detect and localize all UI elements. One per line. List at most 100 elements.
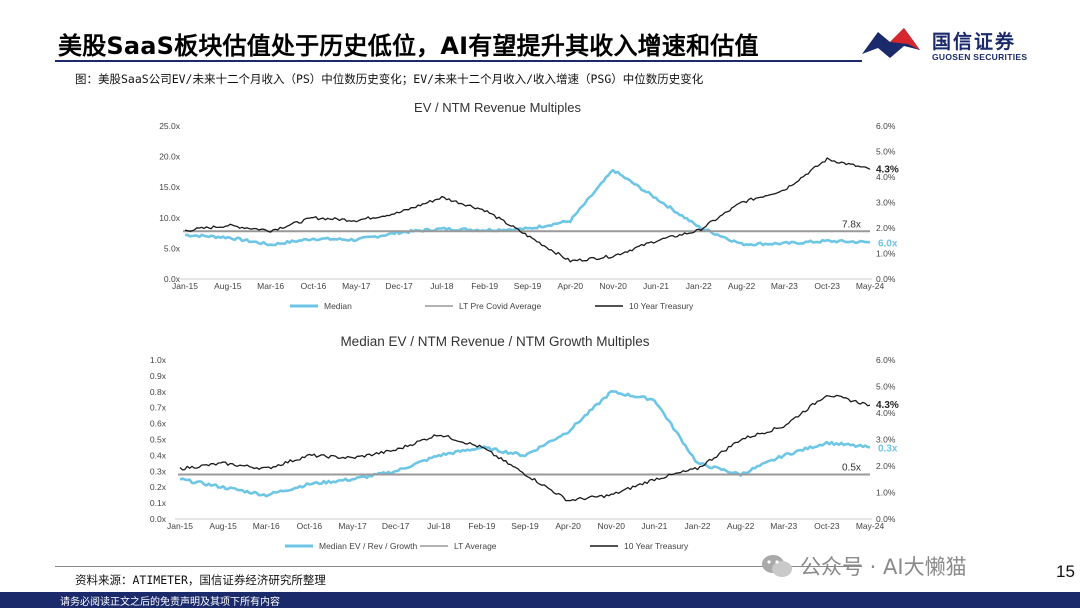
y-right-tick-label: 3.0% [876,198,896,208]
title-rule [55,60,862,62]
x-tick-label: Apr-20 [558,281,584,291]
chart-title: Median EV / NTM Revenue / NTM Growth Mul… [340,334,649,349]
x-tick-label: Feb-19 [468,521,495,531]
x-tick-label: Jun-21 [643,281,669,291]
wechat-icon [762,555,792,577]
x-tick-label: Sep-19 [511,521,539,531]
annotation-treasury: 4.3% [876,400,899,411]
x-tick-label: May-24 [856,521,885,531]
slide-title: 美股SaaS板块估值处于历史低位，AI有望提升其收入增速和估值 [58,32,759,60]
x-tick-label: Oct-16 [301,281,327,291]
legend-label: LT Average [454,541,497,551]
x-tick-label: Jun-21 [641,521,667,531]
page-number: 15 [1056,562,1075,581]
y-right-tick-label: 1.0% [876,249,896,259]
annotation-treasury: 4.3% [876,164,899,175]
source-rule [55,566,862,567]
y-right-tick-label: 6.0% [876,121,896,131]
y-right-tick-label: 0.0% [876,514,896,524]
x-tick-label: Feb-19 [471,281,498,291]
y-right-tick-label: 2.0% [876,461,896,471]
chart-ev-ntm-growth: Median EV / NTM Revenue / NTM Growth Mul… [150,334,899,551]
legend-label: 10 Year Treasury [624,541,689,551]
y-right-tick-label: 3.0% [876,435,896,445]
x-tick-label: Aug-22 [728,281,756,291]
x-tick-label: Sep-19 [514,281,542,291]
x-tick-label: Oct-23 [814,281,840,291]
series-line [184,168,871,247]
y-right-tick-label: 1.0% [876,488,896,498]
x-tick-label: Mar-23 [770,521,797,531]
chart-title: EV / NTM Revenue Multiples [414,100,581,115]
y-left-tick-label: 15.0x [159,182,181,192]
x-tick-label: Mar-23 [771,281,798,291]
x-tick-label: May-17 [342,281,371,291]
series-line [184,157,871,263]
y-right-tick-label: 4.0% [876,172,896,182]
logo-name: 国信证券 [932,31,1017,53]
annotation-reference: 0.5x [842,462,861,473]
x-tick-label: Oct-16 [297,521,323,531]
x-tick-label: May-24 [856,281,885,291]
y-left-tick-label: 20.0x [159,152,181,162]
x-tick-label: Dec-17 [385,281,413,291]
legend-label: Median [324,301,352,311]
figure-caption: 图：美股SaaS公司EV/未来十二个月收入（PS）中位数历史变化；EV/未来十二… [75,72,704,86]
y-left-tick-label: 1.0x [150,355,167,365]
x-tick-label: Aug-15 [214,281,242,291]
x-tick-label: Aug-15 [209,521,237,531]
x-tick-label: Jul-18 [430,281,453,291]
x-tick-label: Oct-23 [814,521,840,531]
y-left-tick-label: 0.5x [150,435,167,445]
legend-label: 10 Year Treasury [629,301,694,311]
y-left-tick-label: 10.0x [159,213,181,223]
y-right-tick-label: 6.0% [876,355,896,365]
annotation-reference: 7.8x [842,219,861,230]
x-tick-label: Mar-16 [257,281,284,291]
y-left-tick-label: 0.3x [150,466,167,476]
y-left-tick-label: 0.6x [150,419,167,429]
y-right-tick-label: 5.0% [876,382,896,392]
x-tick-label: Mar-16 [253,521,280,531]
y-right-tick-label: 0.0% [876,274,896,284]
annotation-median: 0.3x [878,443,898,454]
y-right-tick-label: 5.0% [876,147,896,157]
y-left-tick-label: 0.0x [150,514,167,524]
series-line [179,394,871,502]
x-tick-label: Jan-22 [686,281,712,291]
footer-bar: 请务必阅读正文之后的免责声明及其项下所有内容 [0,592,1080,608]
x-tick-label: Jan-15 [172,281,198,291]
x-tick-label: Jul-18 [427,521,450,531]
y-right-tick-label: 2.0% [876,223,896,233]
source-note: 资料来源：ATIMETER，国信证券经济研究所整理 [75,573,326,587]
logo-english: GUOSEN SECURITIES [932,52,1028,62]
guosen-logo: 国信证券 GUOSEN SECURITIES [860,24,1060,68]
x-tick-label: Aug-22 [727,521,755,531]
x-tick-label: Apr-20 [555,521,581,531]
y-left-tick-label: 0.8x [150,387,167,397]
x-tick-label: Jan-22 [685,521,711,531]
annotation-median: 6.0x [878,238,898,249]
watermark: 公众号 · AI大懒猫 [760,552,1050,580]
x-tick-label: Dec-17 [382,521,410,531]
y-left-tick-label: 0.9x [150,371,167,381]
chart-ev-ntm-revenue: EV / NTM Revenue Multiples 0.0x 5.0x 10.0x 1… [159,100,899,311]
y-left-tick-label: 0.1x [150,498,167,508]
y-right-tick-label: 4.0% [876,408,896,418]
guosen-logo-mark-icon [862,28,920,58]
y-left-tick-label: 5.0x [164,243,181,253]
series-line [179,389,871,498]
y-left-tick-label: 0.7x [150,403,167,413]
legend-label: LT Pre Covid Average [459,301,541,311]
y-left-tick-label: 25.0x [159,121,181,131]
disclaimer-text: 请务必阅读正文之后的免责声明及其项下所有内容 [60,597,280,608]
y-left-tick-label: 0.2x [150,482,167,492]
y-left-tick-label: 0.0x [164,274,181,284]
x-tick-label: Nov-20 [598,521,626,531]
y-left-tick-label: 0.4x [150,450,167,460]
x-tick-label: Nov-20 [599,281,627,291]
x-tick-label: May-17 [338,521,367,531]
x-tick-label: Jan-15 [167,521,193,531]
legend-label: Median EV / Rev / Growth [319,541,418,551]
